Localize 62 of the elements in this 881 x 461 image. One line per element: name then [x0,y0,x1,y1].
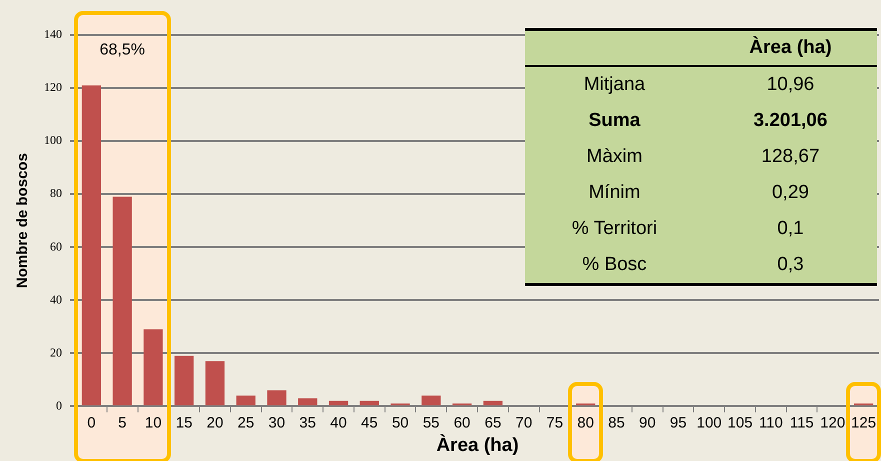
bar [82,85,102,406]
x-tick-label: 20 [206,414,224,432]
bar [236,396,256,406]
x-tick-label: 40 [330,414,347,432]
x-tick-label: 100 [696,414,722,432]
x-tick-label: 15 [176,414,192,432]
x-tick-label: 60 [454,414,470,432]
x-tick-label: 30 [268,414,286,432]
bar [112,196,132,406]
bar [174,356,194,406]
y-tick-label: 140 [44,27,62,42]
x-tick-label: 10 [144,414,162,432]
bar [298,398,318,406]
y-tick-label: 60 [50,239,62,254]
x-tick-label: 0 [87,414,96,432]
x-tick-label: 5 [118,414,126,432]
band-label: 68,5% [100,41,146,58]
x-tick-label: 25 [238,414,254,432]
y-tick-label: 0 [56,398,62,412]
annotation: Àrea (ha) [704,31,877,67]
x-tick-label: 45 [361,414,378,432]
annotation: Mitjana [582,73,646,97]
annotation: % Territori [570,217,658,241]
annotation: Suma [588,109,642,133]
x-axis-title: Àrea (ha) [436,434,519,456]
x-tick-label: 85 [608,414,625,432]
annotation: 0,1 [776,217,805,241]
x-tick-label: 35 [299,414,316,432]
x-tick-label: 105 [728,414,753,432]
x-tick-label: 90 [639,414,656,432]
x-tick-label: 65 [484,414,502,432]
annotation: Mínim [588,181,642,205]
annotation: Màxim [586,145,644,169]
annotation: 128,67 [760,145,821,169]
y-tick-label: 120 [44,80,62,94]
bar [422,396,441,406]
bar [328,400,348,406]
annotation: % Bosc [525,247,704,286]
bar [144,329,163,406]
x-tick-label: 120 [820,414,846,432]
y-tick-label: 20 [50,345,62,360]
bar [267,390,286,406]
y-tick-label: 40 [50,292,62,306]
x-tick-label: 125 [851,414,876,432]
annotation: 0,29 [770,181,810,205]
bar [360,400,379,406]
x-tick-label: 75 [546,414,564,432]
annotation: 3.201,06 [752,109,828,133]
x-tick-label: 70 [515,414,532,432]
annotation: 0,3 [704,247,877,286]
x-tick-label: 55 [422,414,440,432]
y-axis-title: Nombre de boscos [14,153,32,288]
annotation: 10,96 [766,73,816,97]
y-tick-label: 100 [44,133,62,148]
x-tick-label: 95 [670,414,687,432]
x-tick-label: 50 [392,414,409,432]
y-tick-label: 80 [50,186,62,200]
x-tick-label: 80 [577,414,594,432]
bar [483,400,503,406]
x-tick-label: 115 [790,414,814,432]
bar [205,361,225,406]
x-tick-label: 110 [758,414,783,432]
